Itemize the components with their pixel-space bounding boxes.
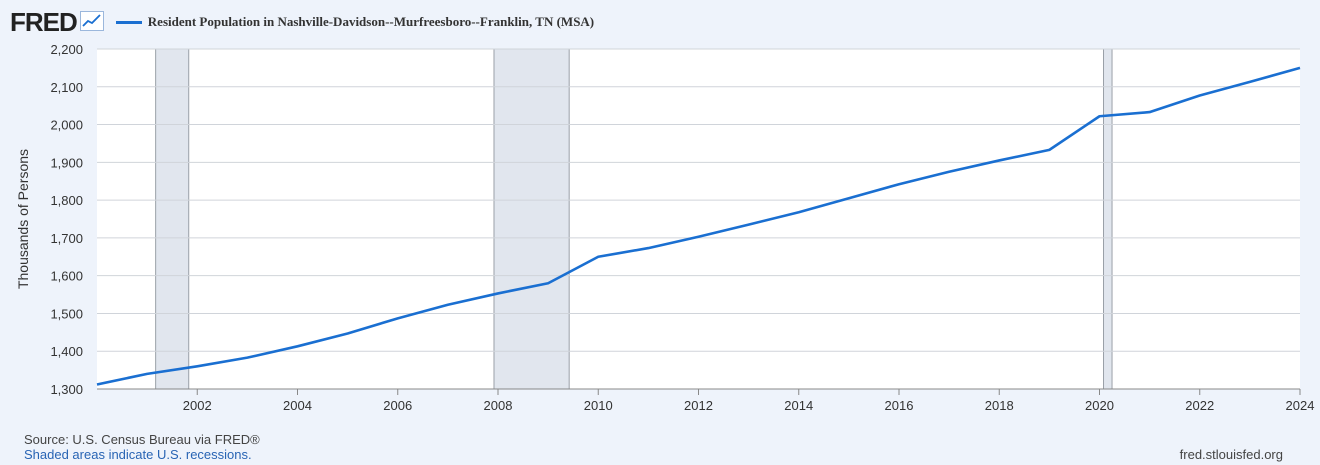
y-tick-label: 1,400 <box>50 344 83 359</box>
fred-logo[interactable]: FRED <box>10 7 78 37</box>
site-url[interactable]: fred.stlouisfed.org <box>1179 447 1283 462</box>
recession-note[interactable]: Shaded areas indicate U.S. recessions. <box>24 447 252 462</box>
data-point[interactable] <box>644 244 652 252</box>
recession-band <box>493 48 570 390</box>
data-point[interactable] <box>695 233 703 241</box>
data-point[interactable] <box>1146 108 1154 116</box>
legend: Resident Population in Nashville-Davidso… <box>115 14 595 30</box>
trend-line-icon <box>79 11 104 31</box>
data-point[interactable] <box>1196 91 1204 99</box>
legend-label: Resident Population in Nashville-Davidso… <box>147 14 595 29</box>
data-point[interactable] <box>745 221 753 229</box>
data-point[interactable] <box>143 370 151 378</box>
data-point[interactable] <box>594 253 602 261</box>
y-tick-label: 1,900 <box>50 155 83 170</box>
data-point[interactable] <box>1296 64 1304 72</box>
x-tick-label: 2024 <box>1286 398 1315 413</box>
data-point[interactable] <box>845 194 853 202</box>
data-point[interactable] <box>945 168 953 176</box>
x-tick-label: 2020 <box>1085 398 1114 413</box>
data-point[interactable] <box>795 208 803 216</box>
source-text: Source: U.S. Census Bureau via FRED® <box>24 432 260 447</box>
data-point[interactable] <box>344 329 352 337</box>
x-tick-label: 2016 <box>885 398 914 413</box>
y-tick-label: 1,700 <box>50 231 83 246</box>
y-tick-label: 1,600 <box>50 269 83 284</box>
x-tick-label: 2018 <box>985 398 1014 413</box>
x-tick-label: 2002 <box>183 398 212 413</box>
x-tick-label: 2006 <box>383 398 412 413</box>
data-point[interactable] <box>995 156 1003 164</box>
data-point[interactable] <box>394 314 402 322</box>
data-point[interactable] <box>1045 146 1053 154</box>
series-line[interactable] <box>96 66 1301 386</box>
recession-band <box>155 48 190 390</box>
data-point[interactable] <box>294 342 302 350</box>
data-point[interactable] <box>895 180 903 188</box>
y-tick-label: 2,200 <box>50 42 83 57</box>
y-tick-label: 1,500 <box>50 306 83 321</box>
y-tick-label: 1,800 <box>50 193 83 208</box>
y-tick-label: 1,300 <box>50 382 83 397</box>
data-point[interactable] <box>1246 78 1254 86</box>
x-tick-label: 2008 <box>484 398 513 413</box>
x-tick-label: 2022 <box>1185 398 1214 413</box>
data-point[interactable] <box>243 354 251 362</box>
footer-notes: Source: U.S. Census Bureau via FRED® Sha… <box>24 432 260 462</box>
y-axis-label: Thousands of Persons <box>15 149 31 289</box>
x-tick-label: 2014 <box>784 398 813 413</box>
x-tick-label: 2010 <box>584 398 613 413</box>
recession-band <box>1103 48 1113 390</box>
data-point[interactable] <box>494 289 502 297</box>
data-point[interactable] <box>544 279 552 287</box>
x-tick-label: 2012 <box>684 398 713 413</box>
legend-swatch <box>115 20 142 24</box>
data-point[interactable] <box>444 301 452 309</box>
data-point[interactable] <box>193 362 201 370</box>
header: FRED Resident Population in Nashville-Da… <box>10 6 594 38</box>
data-point[interactable] <box>93 380 101 388</box>
y-tick-label: 2,000 <box>50 118 83 133</box>
data-point[interactable] <box>1096 112 1104 120</box>
x-tick-label: 2004 <box>283 398 312 413</box>
plot-area <box>97 49 1300 389</box>
y-tick-label: 2,100 <box>50 80 83 95</box>
